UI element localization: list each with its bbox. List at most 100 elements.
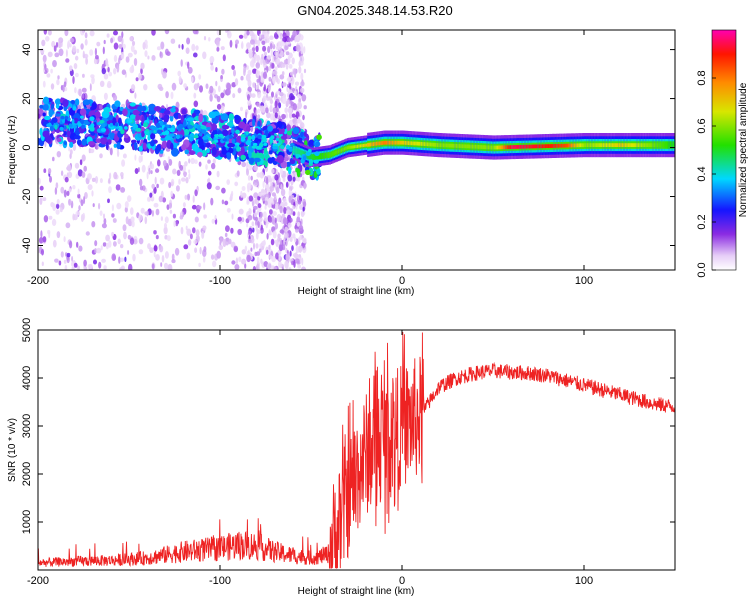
spectrogram-noise-mark bbox=[186, 37, 191, 45]
spectrogram-noise-mark bbox=[159, 245, 164, 253]
snr-marks bbox=[38, 331, 675, 569]
spectrogram-ridge-cell bbox=[556, 144, 558, 148]
spectrogram-noise-mark bbox=[251, 47, 255, 52]
spectrogram-noise-mark bbox=[254, 212, 257, 218]
spectrogram-ridge-blob bbox=[227, 142, 236, 148]
spectrogram-ridge-blob bbox=[264, 129, 269, 138]
spectrogram-noise-mark bbox=[202, 225, 207, 231]
spectrogram-ridge-blob bbox=[59, 126, 64, 131]
spectrogram-noise-mark bbox=[295, 44, 301, 52]
spectrogram-ridge-cell bbox=[646, 143, 649, 147]
spectrogram-ridge-blob bbox=[81, 138, 88, 146]
spectrogram-noise-mark bbox=[176, 169, 181, 176]
spectrogram-ridge-cell bbox=[307, 154, 310, 158]
spectrogram-ridge-cell bbox=[378, 141, 381, 146]
spectrogram-ridge-blob bbox=[264, 146, 268, 155]
spectrogram-ridge-cell bbox=[359, 144, 362, 148]
spectrogram-noise-mark bbox=[147, 55, 150, 60]
spectrogram-ridge-blob bbox=[161, 140, 168, 149]
spectrogram-hotspot bbox=[240, 136, 246, 142]
spectrogram-noise-mark bbox=[122, 43, 126, 49]
spectrogram-ridge-cell bbox=[656, 143, 659, 147]
spectrogram-noise-mark bbox=[250, 175, 253, 181]
spectrogram-ridge-cell bbox=[301, 152, 304, 155]
spectrogram-noise-mark bbox=[230, 227, 234, 234]
spectrogram-noise-mark bbox=[256, 229, 261, 235]
spectrogram-ridge-cell bbox=[422, 142, 425, 146]
spectrogram-ridge-cell bbox=[617, 143, 620, 147]
spectrogram-ridge-cell bbox=[374, 142, 376, 146]
spectrogram-ridge-blob bbox=[54, 98, 62, 105]
spectrogram-noise-mark bbox=[247, 86, 252, 93]
spectrogram-noise-mark bbox=[160, 216, 163, 221]
snr-ticks: -200 -100 0 100 1000 2000 3000 4000 5000 bbox=[21, 318, 675, 587]
spectrogram-noise-mark bbox=[51, 40, 56, 48]
spectrogram-noise-mark bbox=[103, 39, 106, 45]
spectrogram-noise-mark bbox=[231, 82, 236, 88]
spectrogram-noise-mark bbox=[288, 89, 293, 94]
x-tick-label: 0 bbox=[399, 275, 405, 287]
spectrogram-noise-mark bbox=[199, 246, 202, 255]
spectrogram-ridge-cell bbox=[444, 143, 446, 148]
spectrogram-ridge-cell bbox=[386, 140, 388, 145]
spectrogram-noise-mark bbox=[57, 40, 62, 49]
spectrogram-ridge-cell bbox=[594, 143, 596, 147]
spectrogram-ridge-cell bbox=[349, 145, 352, 149]
spectrogram-noise-mark bbox=[171, 82, 177, 91]
spectrogram-noise-mark bbox=[298, 245, 303, 251]
spectrogram-noise-mark bbox=[291, 245, 294, 252]
spectrogram-noise-mark bbox=[231, 260, 236, 265]
spectrogram-noise-mark bbox=[157, 159, 161, 167]
spectrogram-ridge-cell bbox=[311, 155, 314, 159]
spectrogram-noise-mark bbox=[250, 247, 253, 252]
spectrogram-noise-mark bbox=[245, 111, 248, 119]
spectrogram-noise-mark bbox=[69, 149, 73, 155]
colorbar-ticks: 0.0 0.2 0.4 0.6 0.8 bbox=[696, 70, 716, 278]
spectrogram-ridge-cell bbox=[461, 144, 464, 149]
spectrogram-noise-mark bbox=[128, 263, 133, 270]
spectrogram-noise-mark bbox=[56, 203, 60, 209]
spectrogram-noise-mark bbox=[151, 55, 156, 61]
spectrogram-noise-mark bbox=[251, 57, 255, 66]
spectrogram-ridge-cell bbox=[533, 144, 535, 149]
spectrogram-noise-mark bbox=[230, 241, 236, 248]
spectrogram-noise-mark bbox=[183, 244, 189, 250]
spectrogram-noise-mark bbox=[276, 214, 282, 222]
spectrogram-ridge-cell bbox=[659, 143, 662, 147]
spectrogram-ridge-blob bbox=[188, 150, 196, 155]
spectrogram-ridge-blob bbox=[297, 137, 303, 144]
spectrogram-noise-mark bbox=[288, 57, 291, 64]
spectrogram-hotspot bbox=[55, 113, 61, 117]
spectrogram-noise-mark bbox=[89, 83, 92, 92]
spectrogram-noise-mark bbox=[194, 189, 198, 197]
spectrogram-noise-mark bbox=[116, 64, 120, 73]
spectrogram-hotspot bbox=[99, 119, 105, 124]
spectrogram-noise-mark bbox=[280, 167, 283, 176]
colorbar-gradient bbox=[712, 30, 736, 270]
spectrogram-noise-mark bbox=[160, 41, 165, 50]
spectrogram-noise-mark bbox=[72, 45, 77, 53]
spectrogram-noise-mark bbox=[269, 113, 274, 121]
spectrogram-ridge-cell bbox=[651, 143, 653, 147]
spectrogram-hotspot bbox=[234, 142, 240, 146]
spectrogram-hotspot bbox=[201, 129, 207, 133]
spectrogram-noise-mark bbox=[75, 72, 79, 78]
spectrogram-noise-mark bbox=[233, 245, 239, 253]
spectrogram-noise-mark bbox=[148, 196, 151, 202]
spectrogram-noise-mark bbox=[274, 222, 278, 230]
spectrogram-hotspot bbox=[151, 126, 157, 131]
spectrogram-noise-mark bbox=[65, 49, 68, 58]
spectrogram-noise-mark bbox=[219, 237, 223, 243]
spectrogram-noise-mark bbox=[212, 260, 217, 268]
spectrogram-ridge-cell bbox=[616, 143, 618, 147]
spectrogram-noise-mark bbox=[93, 259, 97, 265]
spectrogram-noise-mark bbox=[87, 173, 92, 180]
spectrogram-noise-mark bbox=[123, 231, 127, 240]
spectrogram-ridge-blob bbox=[63, 131, 67, 136]
spectrogram-ridge-cell bbox=[336, 150, 339, 154]
spectrogram-ridge-cell bbox=[662, 143, 665, 147]
spectrogram-noise-mark bbox=[232, 93, 236, 99]
spectrogram-noise-mark bbox=[125, 56, 130, 63]
spectrogram-noise-mark bbox=[206, 182, 212, 190]
